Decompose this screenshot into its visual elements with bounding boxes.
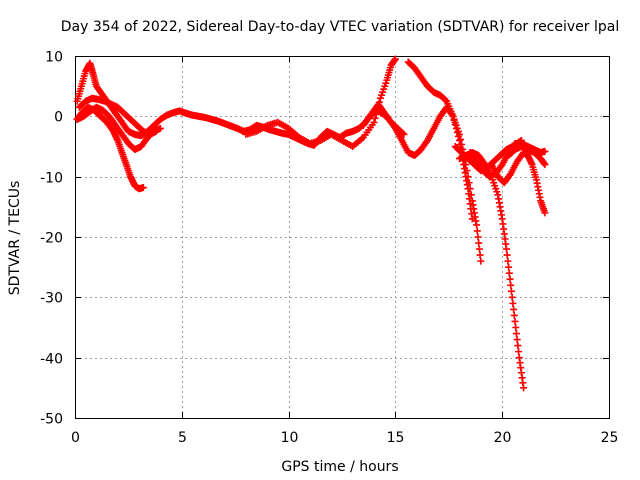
data-point-marker [464,173,472,181]
data-point-marker [462,161,470,169]
grid-layer [75,56,609,418]
data-point-marker [511,317,519,325]
data-point-marker [510,311,518,319]
track-series [75,94,160,138]
data-point-marker [477,257,485,265]
y-tick-label: -40 [40,352,63,368]
y-tick-label: -20 [40,231,63,247]
track-series [455,149,528,392]
data-point-marker [139,184,147,192]
data-point-marker [509,299,517,307]
x-tick-label: 20 [494,430,512,446]
y-tick-label: -30 [40,291,63,307]
data-point-marker [508,293,516,301]
data-point-marker [497,162,505,170]
data-point-marker [371,114,379,122]
data-point-marker [375,98,383,106]
data-point-marker [480,159,488,167]
x-axis-label: GPS time / hours [281,459,398,475]
data-point-marker [541,147,549,155]
data-point-marker [502,245,510,253]
data-point-marker [506,275,514,283]
y-tick-label: -50 [40,412,63,428]
data-point-marker [474,233,482,241]
data-point-marker [473,227,481,235]
data-point-marker [506,171,514,179]
y-tick-label: 0 [54,110,63,126]
data-point-marker [514,342,522,350]
data-point-marker [467,191,475,199]
y-tick-label: 10 [45,50,63,66]
data-point-marker [541,161,549,169]
x-tick-label: 25 [601,430,619,446]
data-point-marker [156,124,164,132]
data-point-marker [504,257,512,265]
data-point-marker [513,336,521,344]
data-layer [73,55,549,392]
data-point-marker [476,251,484,259]
data-point-marker [505,269,513,277]
track-series [505,143,549,169]
data-point-marker [512,330,520,338]
data-point-marker [457,135,465,143]
data-point-marker [507,287,515,295]
data-point-marker [466,185,474,193]
tick-layer: 0 5 10 15 20 25 10 0 -10 -20 -30 -40 -50 [40,50,618,447]
data-point-marker [515,348,523,356]
track-series [242,55,399,150]
data-point-marker [475,245,483,253]
data-point-marker [391,55,399,63]
y-tick-label: -10 [40,171,63,187]
data-point-marker [458,140,466,148]
data-point-marker [463,167,471,175]
data-point-marker [422,138,430,146]
data-point-marker [390,123,398,131]
data-point-marker [370,118,378,126]
x-tick-label: 0 [71,430,80,446]
data-point-marker [442,96,450,104]
chart-title: Day 354 of 2022, Sidereal Day-to-day VTE… [61,19,619,35]
x-tick-label: 15 [387,430,405,446]
data-point-marker [510,305,518,313]
data-point-marker [507,281,515,289]
data-point-marker [505,263,513,271]
data-point-marker [475,239,483,247]
data-point-marker [473,221,481,229]
data-point-marker [520,384,528,392]
y-axis-label: SDTVAR / TECUs [7,181,23,296]
x-tick-label: 10 [281,430,299,446]
x-tick-label: 5 [178,430,187,446]
track-series [488,149,549,217]
data-point-marker [541,209,549,217]
data-point-marker [465,179,473,187]
data-point-marker [455,130,463,138]
data-point-marker [512,324,520,331]
track-series [404,58,485,265]
data-point-marker [152,127,160,135]
data-point-marker [503,251,511,259]
